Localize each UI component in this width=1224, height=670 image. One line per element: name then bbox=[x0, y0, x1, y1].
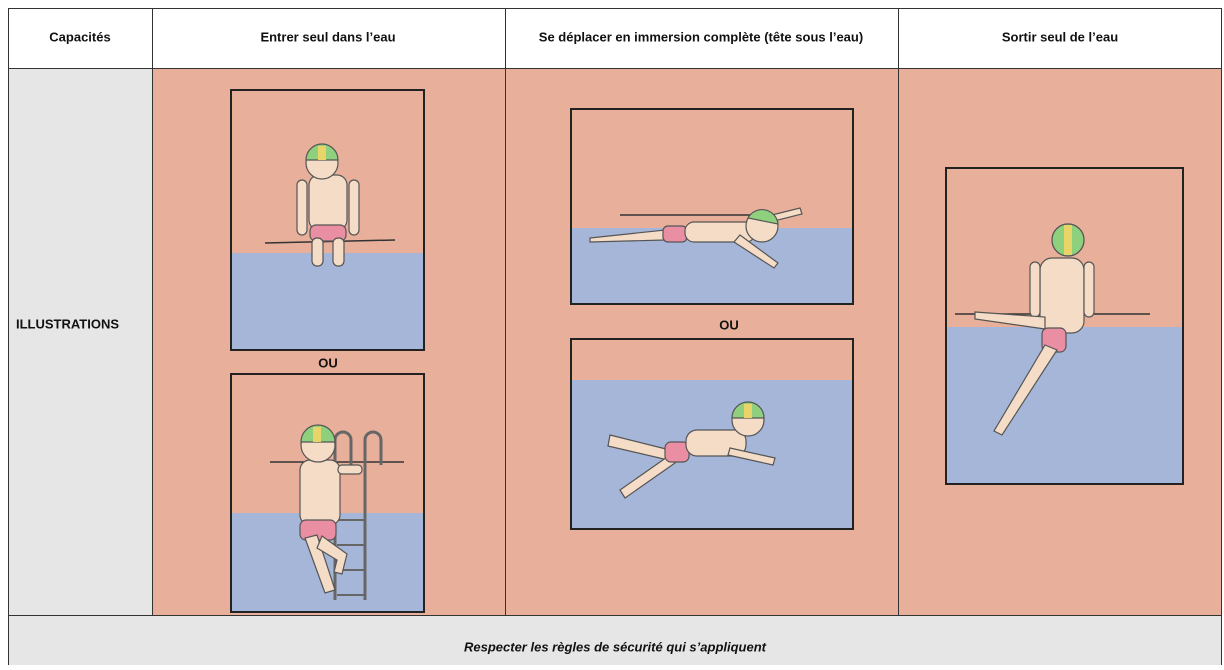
header-cell: Capacités bbox=[49, 29, 110, 44]
footer-row bbox=[8, 615, 1222, 665]
separator: OU bbox=[719, 317, 739, 332]
separator: OU bbox=[318, 355, 338, 370]
header-cell: Sortir seul de l’eau bbox=[1002, 29, 1118, 44]
illustration bbox=[945, 167, 1184, 485]
header-row bbox=[8, 8, 1222, 68]
footer-text: Respecter les règles de sécurité qui s’a… bbox=[464, 639, 767, 654]
illustration bbox=[230, 89, 425, 351]
illustration bbox=[570, 108, 854, 305]
row-label-cell bbox=[8, 68, 152, 615]
header-cell: Se déplacer en immersion complète (tête … bbox=[539, 29, 863, 44]
illustration bbox=[570, 338, 854, 530]
illustration bbox=[230, 373, 425, 613]
header-cell: Entrer seul dans l’eau bbox=[260, 29, 395, 44]
row-label: ILLUSTRATIONS bbox=[16, 316, 119, 331]
